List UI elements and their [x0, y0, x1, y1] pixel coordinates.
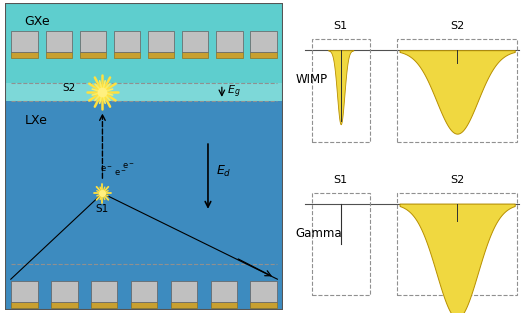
Bar [397, 39, 517, 142]
Text: $E_g$: $E_g$ [227, 84, 241, 100]
Bar [148, 31, 174, 52]
Text: S1: S1 [334, 175, 348, 185]
Bar [12, 31, 38, 52]
Bar [182, 31, 209, 52]
Text: S1: S1 [334, 21, 348, 31]
Bar [80, 52, 106, 58]
Bar [211, 302, 237, 308]
Bar [51, 302, 78, 308]
Bar [312, 193, 369, 295]
Bar [131, 302, 157, 308]
Bar [51, 281, 78, 302]
Bar [114, 52, 140, 58]
Bar [12, 302, 38, 308]
Text: Gamma: Gamma [296, 227, 342, 240]
Bar [114, 31, 140, 52]
Text: S1: S1 [96, 204, 109, 214]
Text: GXe: GXe [25, 15, 50, 28]
Text: e$^-$: e$^-$ [122, 161, 135, 171]
Bar [131, 281, 157, 302]
Bar [80, 31, 106, 52]
Bar [250, 281, 277, 302]
Bar [91, 281, 117, 302]
Bar [250, 302, 277, 308]
Bar [12, 52, 38, 58]
Bar [171, 281, 197, 302]
Bar [91, 302, 117, 308]
Text: S2: S2 [450, 175, 464, 185]
Bar [211, 281, 237, 302]
Bar [182, 52, 209, 58]
Bar [46, 31, 72, 52]
Bar [148, 52, 174, 58]
Bar [12, 281, 38, 302]
Bar [216, 31, 243, 52]
Text: $E_d$: $E_d$ [216, 164, 232, 179]
Text: S2: S2 [450, 21, 464, 31]
Text: WIMP: WIMP [296, 73, 328, 86]
Text: S2: S2 [62, 83, 76, 93]
Bar [250, 52, 277, 58]
Text: LXe: LXe [25, 114, 48, 126]
Bar [171, 302, 197, 308]
Bar [312, 39, 369, 142]
Text: e$^-$: e$^-$ [114, 169, 126, 178]
Text: e$^-$: e$^-$ [100, 164, 112, 174]
Bar [216, 52, 243, 58]
Bar [46, 52, 72, 58]
Bar [250, 31, 277, 52]
Bar [397, 193, 517, 295]
